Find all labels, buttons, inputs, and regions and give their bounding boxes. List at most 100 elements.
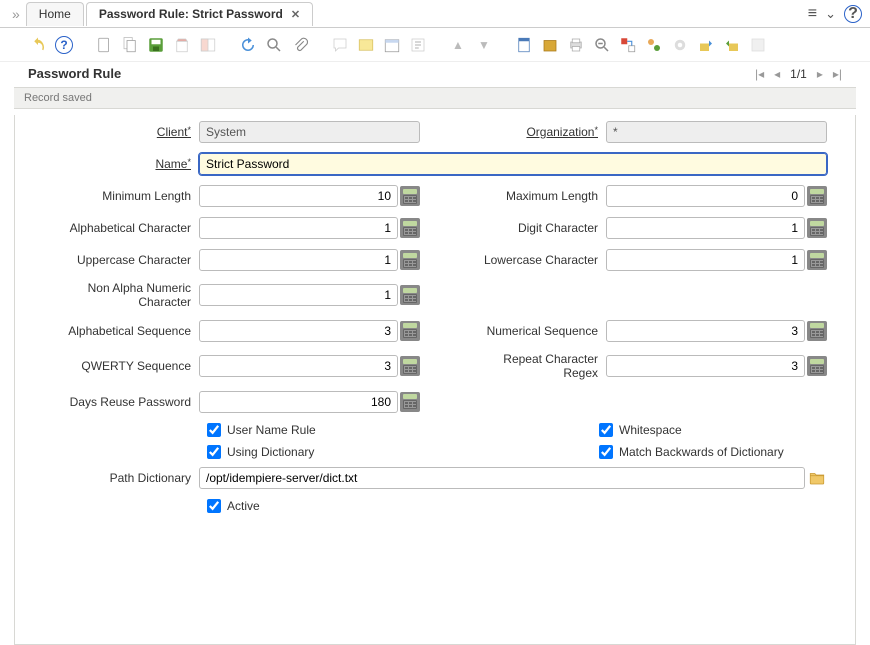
note-icon[interactable] xyxy=(356,35,376,55)
new-icon[interactable] xyxy=(94,35,114,55)
save-icon[interactable] xyxy=(146,35,166,55)
nav-next-icon[interactable]: ▸ xyxy=(817,67,823,81)
label-match-backwards: Match Backwards of Dictionary xyxy=(619,445,784,459)
calculator-icon[interactable] xyxy=(807,356,827,376)
chat-icon[interactable] xyxy=(330,35,350,55)
calculator-icon[interactable] xyxy=(807,321,827,341)
label-alpha-seq: Alphabetical Sequence xyxy=(43,324,199,338)
tab-home-label: Home xyxy=(39,7,71,21)
arrow-up-icon[interactable]: ▲ xyxy=(448,35,468,55)
zoom-out-icon[interactable] xyxy=(592,35,612,55)
label-organization: Organization* xyxy=(450,125,606,139)
whitespace-checkbox[interactable] xyxy=(599,423,613,437)
more-icon[interactable] xyxy=(748,35,768,55)
help-toolbar-icon[interactable]: ? xyxy=(54,35,74,55)
max-length-field[interactable] xyxy=(606,185,805,207)
active-checkbox[interactable] xyxy=(207,499,221,513)
digit-char-field[interactable] xyxy=(606,217,805,239)
label-name: Name* xyxy=(43,157,199,171)
grid-icon[interactable] xyxy=(198,35,218,55)
calculator-icon[interactable] xyxy=(400,186,420,206)
nav-last-icon[interactable]: ▸| xyxy=(833,67,842,81)
label-max-length: Maximum Length xyxy=(450,189,606,203)
match-backwards-checkbox[interactable] xyxy=(599,445,613,459)
search-icon[interactable] xyxy=(264,35,284,55)
undo-icon[interactable] xyxy=(28,35,48,55)
name-field[interactable] xyxy=(199,153,827,175)
label-non-alpha: Non Alpha NumericCharacter xyxy=(43,281,199,310)
label-username-rule: User Name Rule xyxy=(227,423,316,437)
upper-char-field[interactable] xyxy=(199,249,398,271)
refresh-icon[interactable] xyxy=(238,35,258,55)
tab-bar: » Home Password Rule: Strict Password ✕ … xyxy=(0,0,870,28)
alpha-seq-field[interactable] xyxy=(199,320,398,342)
arrow-down-icon[interactable]: ▼ xyxy=(474,35,494,55)
calculator-icon[interactable] xyxy=(807,186,827,206)
calculator-icon[interactable] xyxy=(400,250,420,270)
page-title: Password Rule xyxy=(28,66,121,81)
repeat-field[interactable] xyxy=(606,355,805,377)
page-header: Password Rule |◂ ◂ 1/1 ▸ ▸| xyxy=(0,62,870,87)
menu-icon[interactable]: ≡ xyxy=(808,5,817,23)
using-dict-checkbox[interactable] xyxy=(207,445,221,459)
nav-prev-icon[interactable]: ◂ xyxy=(774,67,780,81)
label-days-reuse: Days Reuse Password xyxy=(43,395,199,409)
label-using-dict: Using Dictionary xyxy=(227,445,314,459)
calculator-icon[interactable] xyxy=(807,218,827,238)
attachment-icon[interactable] xyxy=(290,35,310,55)
calculator-icon[interactable] xyxy=(400,356,420,376)
label-path-dict: Path Dictionary xyxy=(43,471,199,485)
process-icon[interactable] xyxy=(618,35,638,55)
qwerty-seq-field[interactable] xyxy=(199,355,398,377)
label-whitespace: Whitespace xyxy=(619,423,682,437)
path-dict-field[interactable] xyxy=(199,467,805,489)
print-icon[interactable] xyxy=(566,35,586,55)
status-bar: Record saved xyxy=(14,87,856,109)
label-num-seq: Numerical Sequence xyxy=(450,324,606,338)
report-icon[interactable] xyxy=(514,35,534,55)
form: Client* Organization* Name* Minimum Leng… xyxy=(14,115,856,645)
calculator-icon[interactable] xyxy=(400,392,420,412)
workflow-icon[interactable] xyxy=(644,35,664,55)
label-repeat: Repeat CharacterRegex xyxy=(450,352,606,381)
label-digit-char: Digit Character xyxy=(450,221,606,235)
days-reuse-field[interactable] xyxy=(199,391,398,413)
gear-icon[interactable] xyxy=(670,35,690,55)
alpha-char-field[interactable] xyxy=(199,217,398,239)
expand-left-icon[interactable]: » xyxy=(6,6,26,22)
label-lower-char: Lowercase Character xyxy=(450,253,606,267)
copy-icon[interactable] xyxy=(120,35,140,55)
archive-icon[interactable] xyxy=(540,35,560,55)
request-icon[interactable] xyxy=(408,35,428,55)
page-indicator: 1/1 xyxy=(790,67,807,81)
tab-password-rule[interactable]: Password Rule: Strict Password ✕ xyxy=(86,2,313,26)
export-icon[interactable] xyxy=(696,35,716,55)
calendar-icon[interactable] xyxy=(382,35,402,55)
label-client: Client* xyxy=(43,125,199,139)
calculator-icon[interactable] xyxy=(807,250,827,270)
tab-home[interactable]: Home xyxy=(26,2,84,26)
lower-char-field[interactable] xyxy=(606,249,805,271)
import-icon[interactable] xyxy=(722,35,742,55)
num-seq-field[interactable] xyxy=(606,320,805,342)
min-length-field[interactable] xyxy=(199,185,398,207)
chevron-down-icon[interactable]: ⌄ xyxy=(825,6,836,22)
label-upper-char: Uppercase Character xyxy=(43,253,199,267)
non-alpha-field[interactable] xyxy=(199,284,398,306)
label-alpha-char: Alphabetical Character xyxy=(43,221,199,235)
folder-icon[interactable] xyxy=(807,468,827,488)
label-qwerty-seq: QWERTY Sequence xyxy=(43,359,199,373)
delete-icon[interactable] xyxy=(172,35,192,55)
nav-first-icon[interactable]: |◂ xyxy=(755,67,764,81)
label-min-length: Minimum Length xyxy=(43,189,199,203)
tab-active-label: Password Rule: Strict Password xyxy=(99,7,283,21)
close-tab-icon[interactable]: ✕ xyxy=(291,8,300,21)
help-icon[interactable]: ? xyxy=(844,5,862,23)
calculator-icon[interactable] xyxy=(400,285,420,305)
record-nav: |◂ ◂ 1/1 ▸ ▸| xyxy=(755,67,842,81)
organization-field xyxy=(606,121,827,143)
label-active: Active xyxy=(227,499,260,513)
calculator-icon[interactable] xyxy=(400,218,420,238)
calculator-icon[interactable] xyxy=(400,321,420,341)
username-rule-checkbox[interactable] xyxy=(207,423,221,437)
